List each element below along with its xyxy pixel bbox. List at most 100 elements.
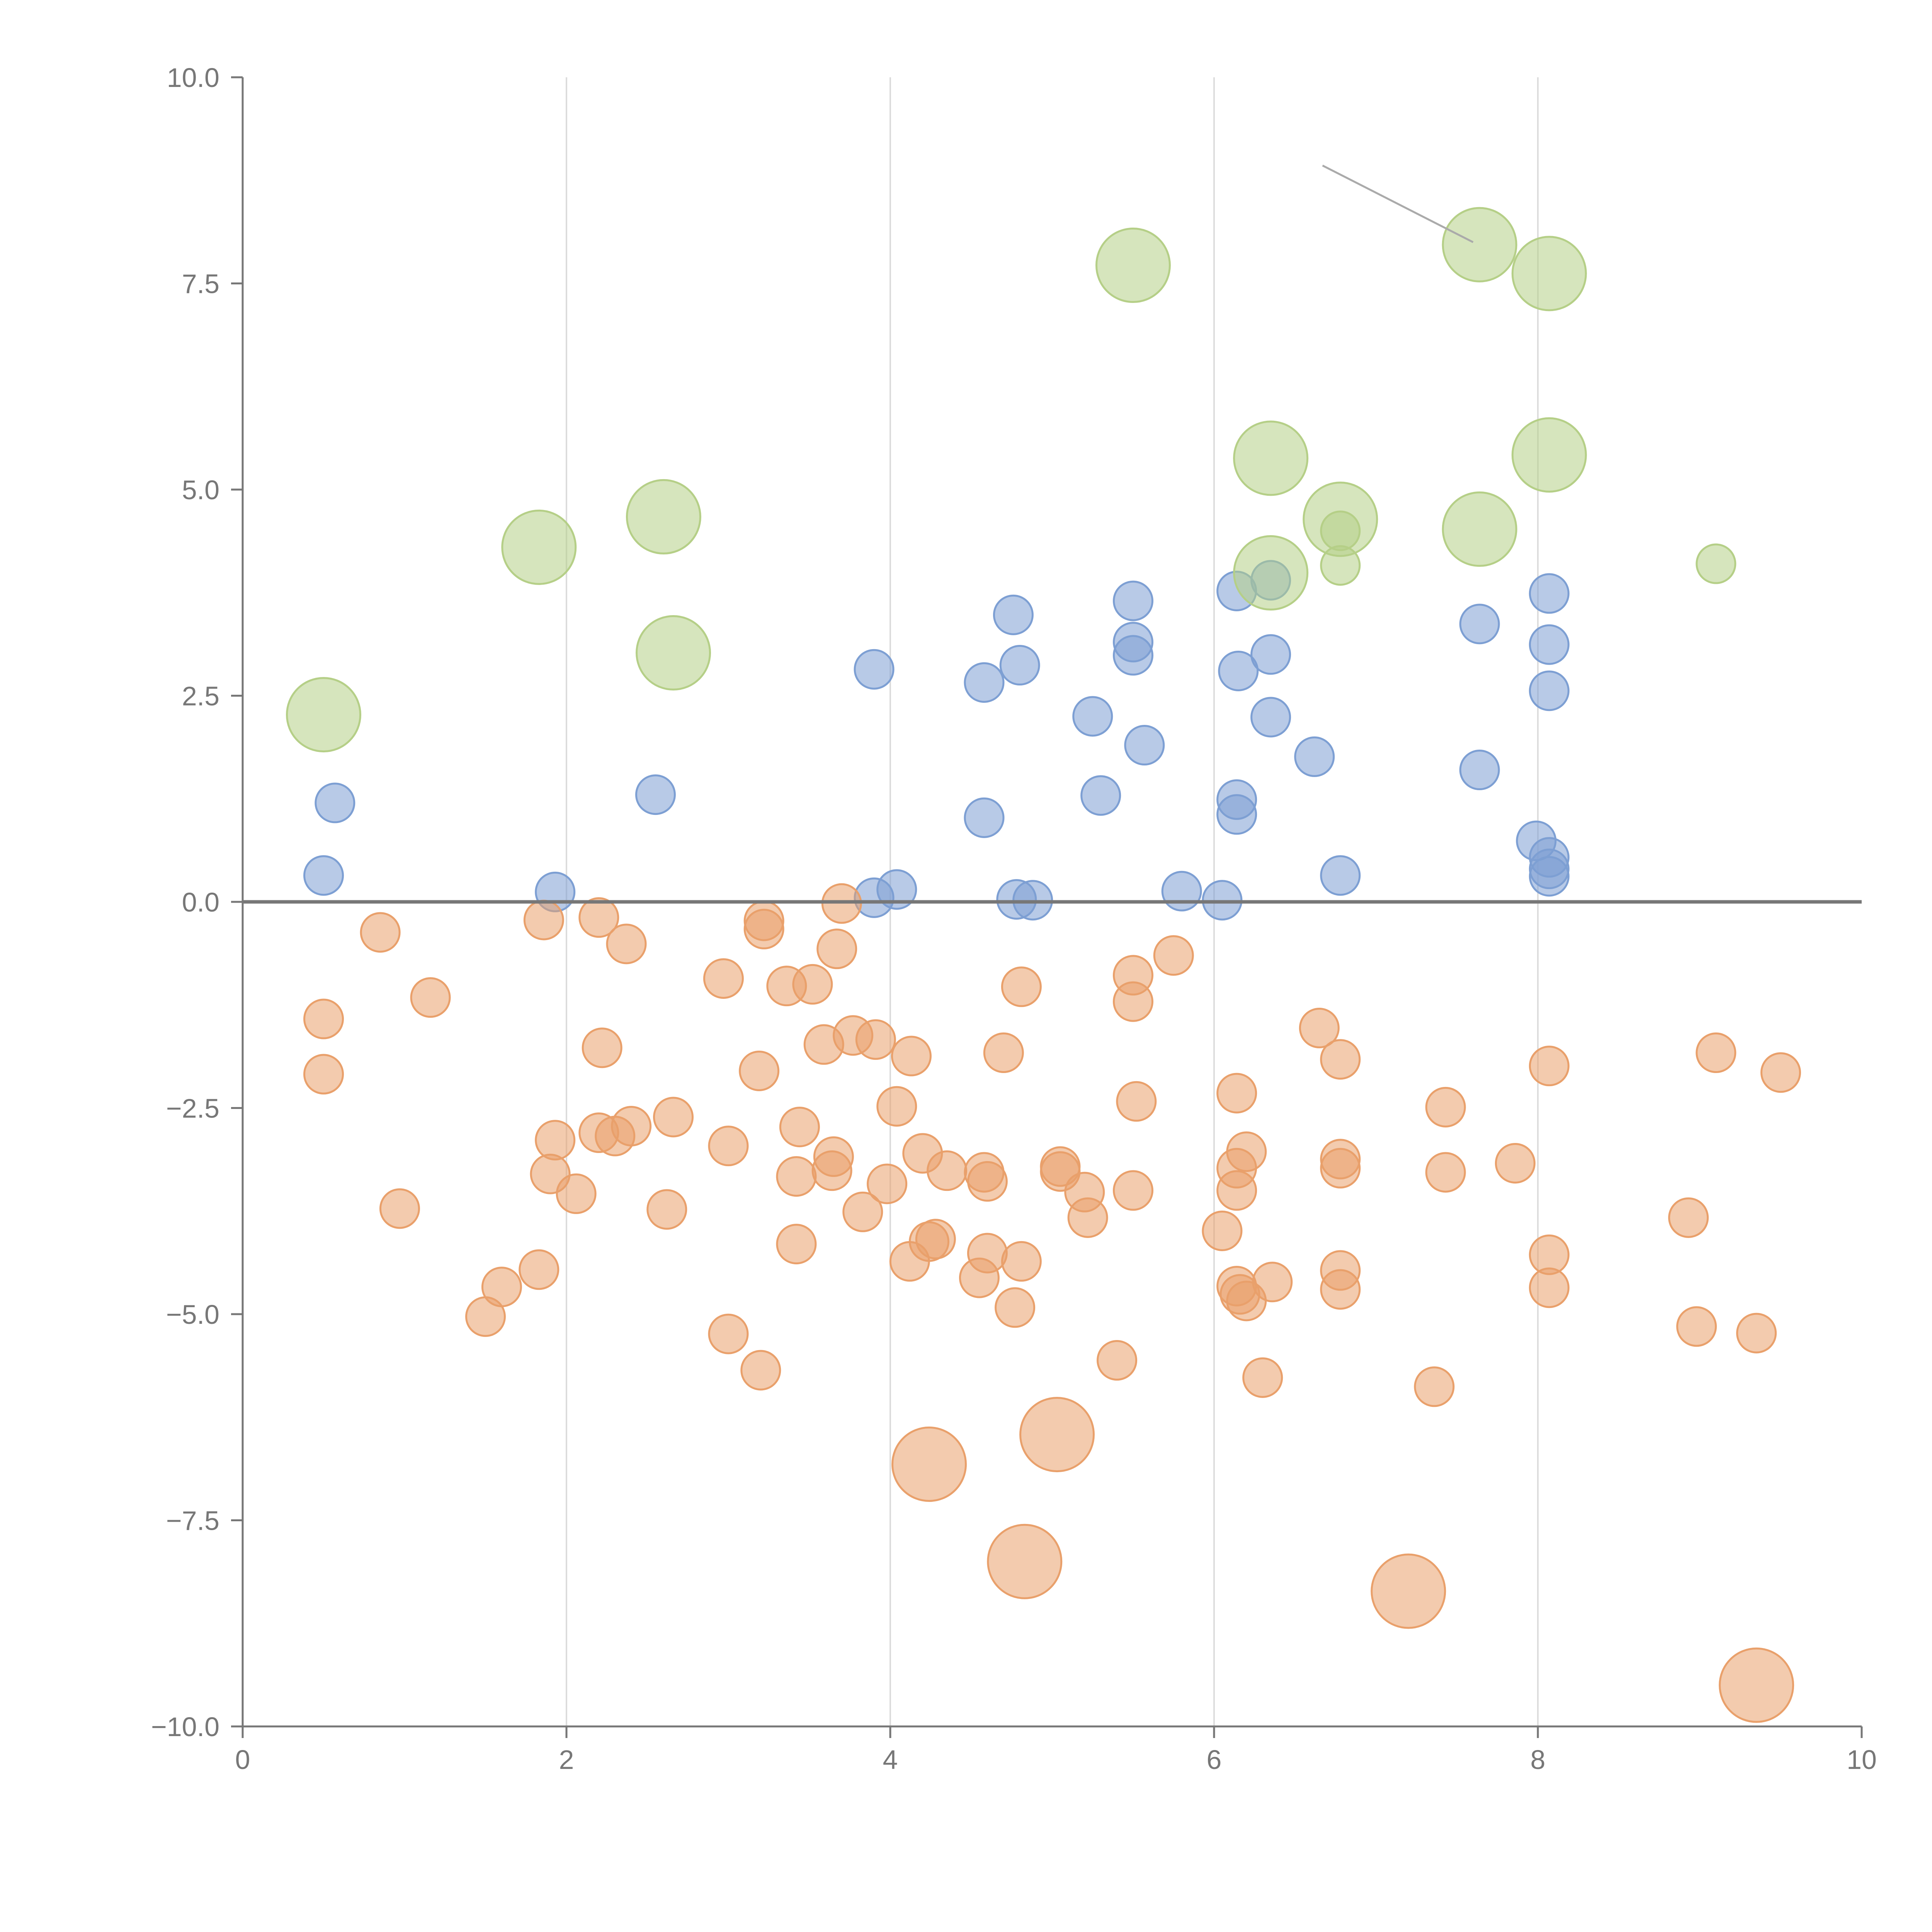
data-point-orange [303, 1054, 344, 1095]
y-tick-label: 7.5 [182, 269, 219, 299]
data-point-orange [739, 1050, 780, 1091]
data-point-blue [1294, 736, 1335, 777]
data-point-orange [891, 1036, 932, 1077]
data-point-orange [1116, 1081, 1157, 1122]
x-tick-label: 10 [1847, 1745, 1877, 1775]
x-tick-label: 8 [1531, 1745, 1546, 1775]
data-point-blue [1320, 855, 1361, 896]
data-point-orange-large [1019, 1397, 1095, 1473]
y-tick-label: −2.5 [166, 1094, 219, 1124]
data-point-orange-large [1719, 1647, 1794, 1723]
data-point-orange [646, 1189, 687, 1230]
y-tick-label: 5.0 [182, 475, 219, 505]
data-point-green-small [1696, 543, 1736, 584]
data-point-blue [1113, 580, 1153, 621]
data-point-orange [410, 977, 451, 1018]
data-point-blue [1072, 696, 1113, 737]
data-point-orange [303, 998, 344, 1039]
data-point-orange [1153, 935, 1194, 976]
data-point-orange [813, 1136, 854, 1177]
data-point-orange [708, 1126, 749, 1167]
data-point-orange [1242, 1357, 1283, 1398]
data-point-orange [582, 1027, 622, 1068]
data-point-orange [1529, 1267, 1570, 1308]
data-point-orange [1216, 1073, 1257, 1114]
data-point-orange [842, 1191, 883, 1232]
y-tick-label: 0.0 [182, 887, 219, 917]
data-point-blue [1459, 750, 1500, 791]
data-point-orange [779, 1107, 820, 1148]
y-tick-label: −5.0 [166, 1299, 219, 1330]
data-point-orange [1760, 1052, 1801, 1093]
data-point-blue [1124, 725, 1165, 766]
data-point-orange [1252, 1262, 1293, 1303]
axes: 0 2 4 6 8 10 −10.0 −7.5 −5.0 −2.5 0.0 2.5 5.0 7.5 10.0 [151, 63, 1877, 1775]
x-tick-label: 4 [883, 1745, 898, 1775]
data-point-blue [964, 662, 1005, 703]
data-point-green [1095, 228, 1171, 303]
data-point-orange [556, 1173, 597, 1214]
data-point-blue [964, 797, 1005, 838]
data-point-blue [1529, 856, 1570, 897]
data-point-orange [876, 1086, 917, 1127]
data-point-blue [1080, 775, 1121, 816]
data-point-orange [1001, 1241, 1042, 1282]
data-point-orange [703, 958, 744, 999]
data-point-green [626, 479, 701, 554]
data-point-orange [1320, 1148, 1361, 1189]
x-tick-label: 6 [1207, 1745, 1222, 1775]
y-tick-label: 10.0 [167, 63, 219, 93]
data-point-orange [578, 897, 619, 938]
data-point-blue [303, 855, 344, 896]
data-point-green [1511, 417, 1587, 493]
data-point-orange [1001, 966, 1042, 1007]
data-point-green [1442, 491, 1517, 567]
data-point-orange [1113, 1170, 1153, 1211]
data-point-green [286, 677, 361, 753]
data-point-orange [606, 923, 647, 964]
data-point-orange [1414, 1366, 1455, 1407]
data-point-orange [1320, 1039, 1361, 1080]
data-point-orange [816, 929, 857, 969]
data-point-orange [1113, 981, 1153, 1022]
data-point-orange [379, 1188, 420, 1229]
data-point-orange [776, 1224, 817, 1265]
data-point-blue [1250, 697, 1291, 738]
data-point-orange [535, 1120, 576, 1161]
data-point-orange [743, 908, 784, 949]
data-point-orange [1676, 1306, 1717, 1347]
x-tick-label: 0 [235, 1745, 250, 1775]
data-point-blue [1529, 624, 1570, 665]
annotations [1322, 165, 1474, 243]
data-point-orange [967, 1233, 1008, 1274]
data-points [286, 207, 1801, 1723]
data-point-orange [1529, 1046, 1570, 1087]
data-point-orange [855, 1019, 896, 1060]
data-point-orange [708, 1313, 749, 1354]
data-point-blue [993, 594, 1034, 635]
data-point-orange [1097, 1340, 1138, 1381]
data-point-orange-large [987, 1524, 1063, 1599]
data-point-orange [995, 1287, 1036, 1328]
annotation-leader-line [1322, 165, 1474, 243]
data-point-orange [1668, 1197, 1709, 1238]
data-point-orange [792, 964, 833, 1005]
y-tick-label: 2.5 [182, 681, 219, 711]
data-point-orange [1299, 1008, 1340, 1049]
data-point-orange [1216, 1170, 1257, 1211]
data-point-blue [1529, 670, 1570, 711]
data-point-blue [854, 649, 895, 690]
data-point-blue [1161, 871, 1202, 912]
data-point-green [1511, 236, 1587, 311]
data-point-orange [653, 1097, 694, 1138]
data-point-blue [1113, 635, 1153, 676]
data-point-blue [1250, 634, 1291, 675]
data-point-orange [611, 1105, 652, 1146]
data-point-orange [1425, 1152, 1466, 1193]
data-point-blue [1216, 794, 1257, 835]
data-point-green-small [1320, 510, 1361, 551]
data-point-orange [1226, 1131, 1267, 1172]
data-point-orange [519, 1249, 560, 1290]
data-point-green-small [1320, 545, 1361, 586]
data-point-blue [1529, 573, 1570, 614]
